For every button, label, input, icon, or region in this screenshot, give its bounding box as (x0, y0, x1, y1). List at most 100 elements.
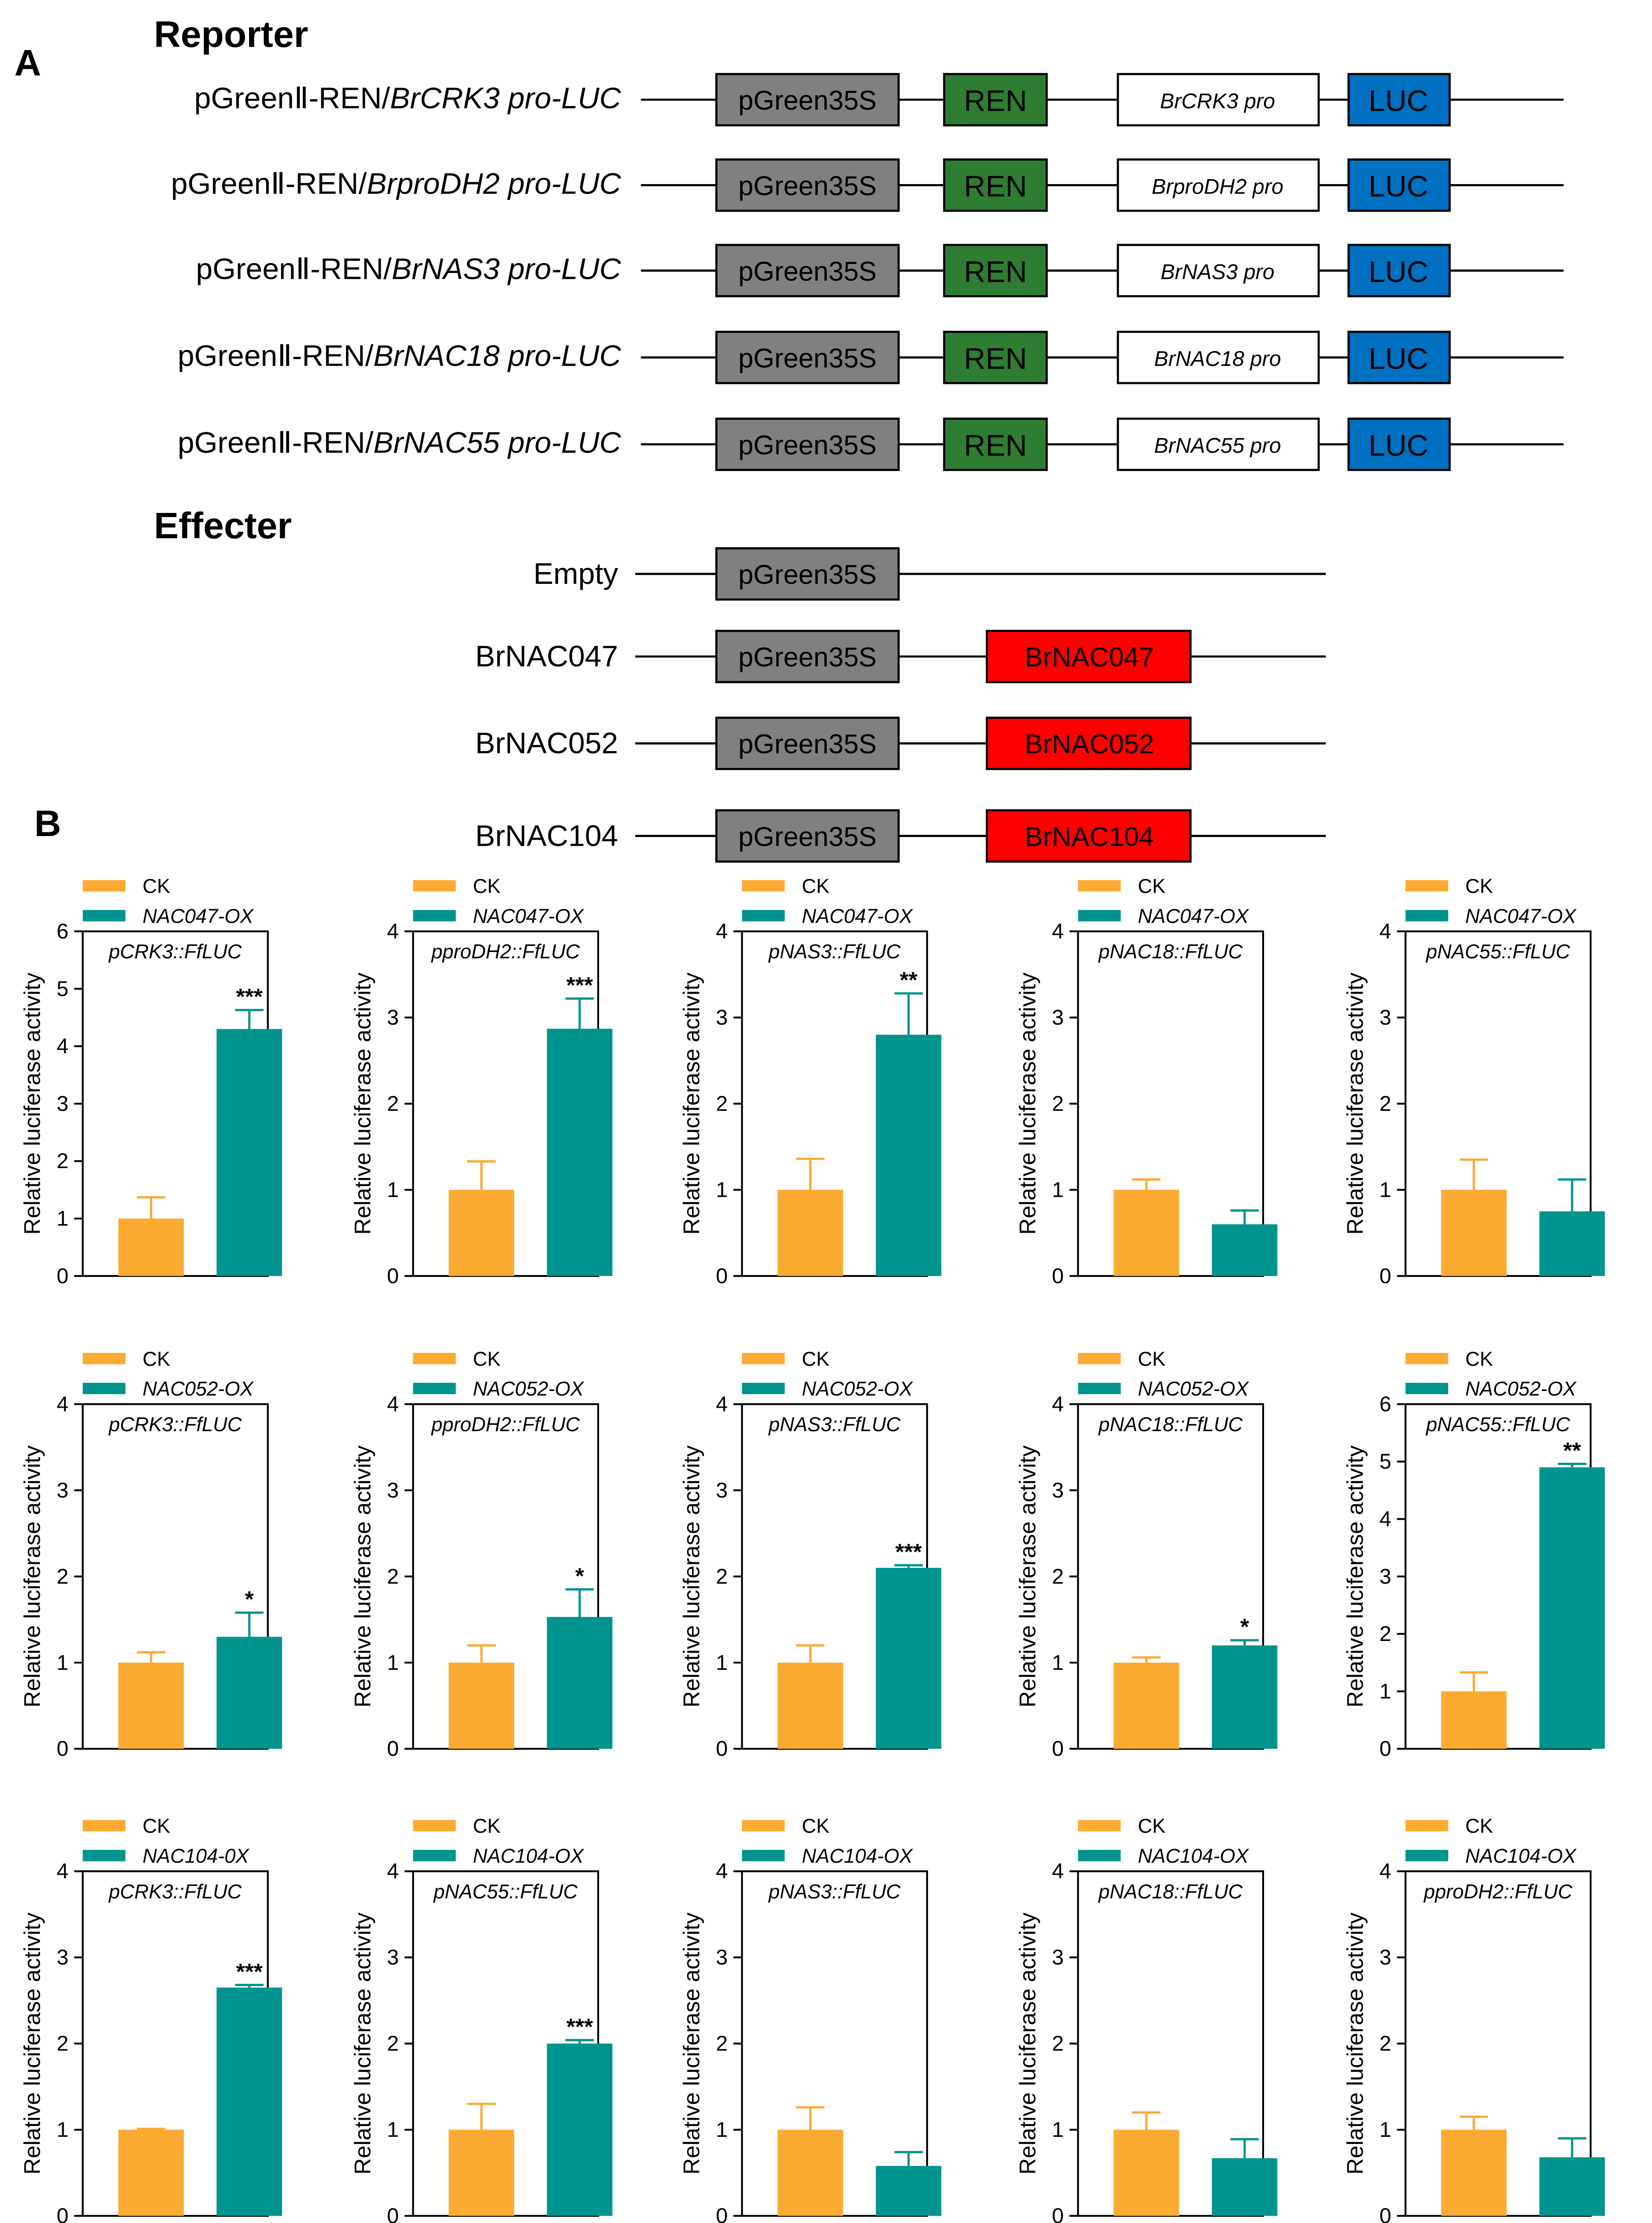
legend-swatch-ck (413, 880, 456, 892)
y-axis-label: Relative luciferase activity (19, 1445, 45, 1708)
bar-ox (217, 1987, 282, 2216)
vector-label: pGreen35S (738, 343, 877, 373)
y-axis-label: Relative luciferase activity (678, 972, 704, 1235)
legend-label-ox: NAC047-OX (1138, 905, 1249, 927)
legend-swatch-ck (413, 1353, 456, 1364)
bar-chart: CK NAC052-OX 0 1 2 3 4 Relative luciferase acti… (350, 1348, 613, 1761)
legend-label-ox: NAC104-0X (143, 1845, 249, 1867)
reporter-title: Reporter (154, 14, 308, 55)
bar-ox (1539, 1211, 1605, 1276)
vector-label: pGreen35S (738, 822, 877, 852)
promoter-box (1117, 158, 1320, 212)
bar-ck (1441, 1691, 1507, 1749)
legend-swatch-ox (1405, 910, 1449, 922)
y-tick-label: 2 (1052, 2032, 1064, 2056)
reporter-construct: pGreenⅡ-REN/BrNAS3 pro-LUC pGreen35S REN Br… (196, 244, 1564, 297)
chart-title: pNAC55::FfLUC (1425, 941, 1570, 963)
bar-ck (448, 1662, 514, 1749)
chart-title: pproDH2::FfLUC (430, 1414, 580, 1436)
legend-label-ck: CK (1465, 1815, 1493, 1837)
y-tick-label: 2 (1380, 2032, 1391, 2056)
y-tick-label: 4 (1052, 1392, 1064, 1416)
y-tick-label: 0 (57, 1264, 69, 1288)
y-tick-label: 4 (1052, 1859, 1064, 1883)
bar-ox (876, 2166, 941, 2216)
vector-box (715, 716, 900, 770)
legend-swatch-ck (413, 1820, 456, 1832)
promoter-label: BrproDH2 pro (1152, 175, 1283, 199)
y-tick-label: 2 (716, 1092, 728, 1116)
bar-ck (1441, 1190, 1507, 1276)
ren-label: REN (964, 84, 1027, 118)
legend-label-ox: NAC104-OX (802, 1845, 913, 1867)
y-tick-label: 2 (716, 2032, 728, 2056)
significance-label: *** (566, 972, 593, 998)
y-tick-label: 3 (1052, 1006, 1064, 1030)
y-tick-label: 2 (387, 1092, 399, 1116)
chart-title: pNAC18::FfLUC (1098, 941, 1243, 963)
y-tick-label: 0 (57, 1737, 69, 1761)
bar-ck (448, 1190, 514, 1276)
bar-ck (777, 1662, 843, 1749)
effecter-label: BrNAC047 (475, 640, 618, 673)
gene-label: BrNAC104 (1025, 822, 1154, 852)
chart-title: pCRK3::FfLUC (108, 1881, 242, 1903)
chart-title: pNAS3::FfLUC (768, 1881, 901, 1903)
legend-label-ox: NAC047-OX (473, 905, 584, 927)
luc-box (1347, 244, 1451, 297)
y-axis-label: Relative luciferase activity (350, 972, 375, 1235)
bar-chart: CK NAC104-OX 0 1 2 3 4 Relative luciferase acti… (678, 1815, 941, 2223)
reporter-prefix: pGreenⅡ-REN/ (194, 82, 391, 115)
y-tick-label: 0 (1052, 2204, 1064, 2223)
chart-title: pproDH2::FfLUC (430, 941, 580, 963)
y-tick-label: 1 (716, 1651, 728, 1675)
effecter-construct: BrNAC052 pGreen35S BrNAC052 (475, 716, 1326, 770)
vector-label: pGreen35S (738, 729, 877, 759)
bar-chart: CK NAC052-OX 0 1 2 3 4 Relative luciferase acti… (1015, 1348, 1278, 1761)
promoter-box (1117, 331, 1320, 384)
y-tick-label: 1 (716, 2118, 728, 2142)
y-tick-label: 0 (57, 2204, 69, 2223)
legend-label-ck: CK (143, 1348, 170, 1370)
vector-box (715, 331, 900, 384)
y-tick-label: 4 (57, 1035, 69, 1058)
legend-swatch-ck (83, 1820, 126, 1832)
legend-swatch-ck (1405, 1820, 1449, 1832)
y-axis-label: Relative luciferase activity (1342, 972, 1368, 1235)
y-tick-label: 3 (57, 1946, 69, 1969)
reporter-name: BrproDH2 pro-LUC (367, 167, 622, 200)
chart-title: pNAC55::FfLUC (1425, 1414, 1570, 1436)
legend-swatch-ox (1405, 1382, 1449, 1395)
bar-chart: CK NAC052-OX 0 1 2 3 4 Relative luciferase acti… (19, 1348, 282, 1761)
y-tick-label: 0 (716, 1264, 728, 1288)
y-tick-label: 5 (57, 977, 69, 1001)
y-tick-label: 2 (387, 2032, 399, 2056)
vector-box (715, 809, 900, 863)
bar-chart: CK NAC047-OX 0 1 2 3 4 Relative luciferase acti… (350, 875, 613, 1288)
legend-label-ck: CK (802, 875, 829, 897)
chart-title: pNAS3::FfLUC (768, 941, 901, 963)
legend-label-ck: CK (143, 1815, 170, 1837)
reporter-label: pGreenⅡ-REN/BrNAC18 pro-LUC (178, 339, 622, 373)
legend-swatch-ox (413, 1850, 456, 1862)
vector-box (715, 244, 900, 297)
bar-ck (448, 2130, 514, 2216)
legend-label-ox: NAC047-OX (802, 905, 913, 927)
y-tick-label: 6 (57, 920, 69, 943)
y-tick-label: 0 (1380, 1737, 1391, 1761)
y-tick-label: 3 (1380, 1006, 1391, 1030)
luc-label: LUC (1369, 255, 1429, 289)
y-tick-label: 1 (1052, 1651, 1064, 1675)
legend-label-ox: NAC052-OX (1465, 1378, 1577, 1400)
ren-box (943, 417, 1048, 471)
panel-b-charts: B CK NAC047-OX 0 1 2 3 4 5 6 Relative luciferase a… (19, 803, 1605, 2223)
y-tick-label: 1 (1380, 1178, 1391, 1202)
y-tick-label: 1 (1052, 1178, 1064, 1202)
y-tick-label: 5 (1380, 1450, 1391, 1474)
ren-label: REN (964, 170, 1027, 203)
legend-label-ox: NAC047-OX (1465, 905, 1577, 927)
luc-box (1347, 73, 1451, 127)
legend-swatch-ox (413, 1382, 456, 1395)
legend-swatch-ox (742, 1382, 785, 1395)
luc-label: LUC (1369, 84, 1429, 118)
